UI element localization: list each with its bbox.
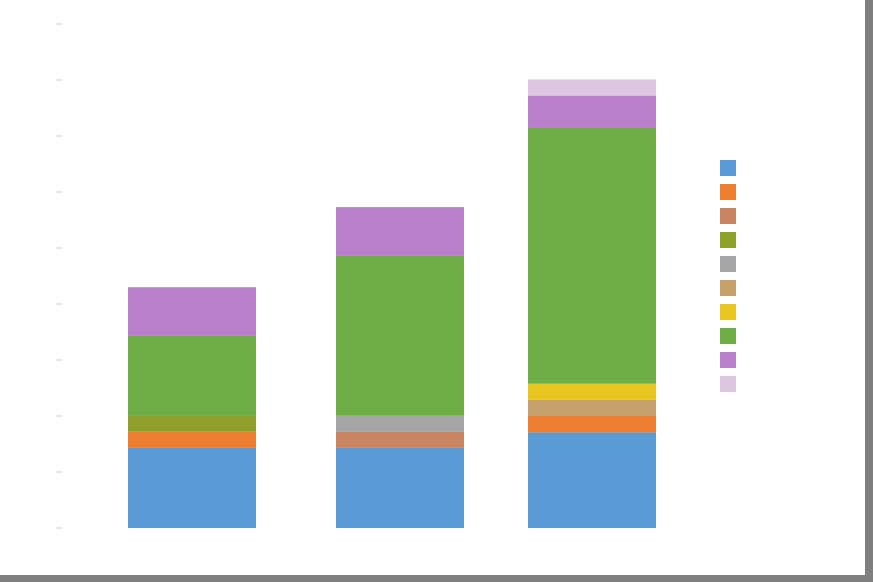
bar-segment <box>336 415 464 432</box>
bar-segment <box>528 416 656 433</box>
bar-segment <box>128 415 256 432</box>
bar-segment <box>528 95 656 128</box>
legend-swatch <box>720 280 736 296</box>
legend-swatch <box>720 256 736 272</box>
bar-segment <box>128 447 256 528</box>
bar-segment <box>128 431 256 448</box>
bar-segment <box>528 127 656 384</box>
bar-segment <box>336 255 464 416</box>
legend-swatch <box>720 160 736 176</box>
legend-swatch <box>720 328 736 344</box>
legend-swatch <box>720 376 736 392</box>
bar-segment <box>528 432 656 528</box>
bar-segment <box>336 447 464 528</box>
legend-swatch <box>720 208 736 224</box>
bar-segment <box>336 207 464 256</box>
bar-segment <box>128 335 256 416</box>
legend-swatch <box>720 232 736 248</box>
legend-swatch <box>720 352 736 368</box>
bar-segment <box>528 79 656 96</box>
bar-segment <box>528 383 656 400</box>
bottom-border <box>0 575 873 582</box>
right-border <box>865 0 873 582</box>
legend-swatch <box>720 184 736 200</box>
legend-swatch <box>720 304 736 320</box>
bar-segment <box>336 431 464 448</box>
bar-segment <box>128 287 256 336</box>
bar-segment <box>528 399 656 416</box>
